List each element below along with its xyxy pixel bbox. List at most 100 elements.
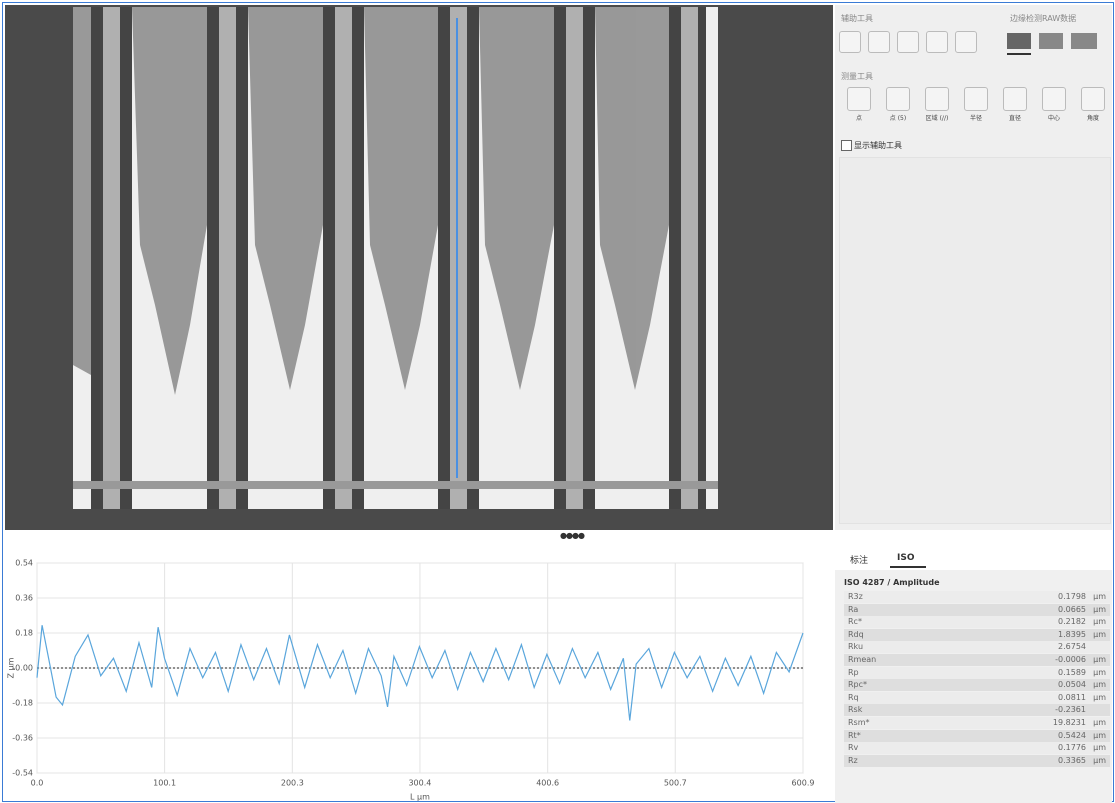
table-row: Rpc* 0.0504 μm	[844, 679, 1110, 691]
metric-name: Rsm*	[848, 717, 870, 729]
metric-unit: μm	[1093, 591, 1106, 603]
tool-icon[interactable]	[868, 31, 890, 53]
y-tick-label: -0.18	[12, 699, 33, 708]
metric-value: 0.1776	[1058, 742, 1086, 754]
y-tick-label: 0.18	[15, 629, 33, 638]
tab-underline	[1007, 53, 1031, 55]
y-tick-label: -0.54	[12, 769, 33, 778]
table-row: Rsk -0.2361	[844, 704, 1110, 716]
checkbox-label: 显示辅助工具	[854, 140, 902, 151]
page: 辅助工具 边缘检测RAW数据 测量工具 点点 (5)区域 (//)半径直径中心角…	[0, 0, 1115, 803]
tool-icon[interactable]	[897, 31, 919, 53]
tool-label: 中心	[1036, 113, 1072, 122]
metric-value: 2.6754	[1058, 641, 1086, 653]
splitter[interactable]: ●●●●	[560, 531, 584, 540]
metric-value: -0.2361	[1055, 704, 1086, 716]
panel-area	[839, 157, 1111, 524]
tool-icon[interactable]	[839, 31, 861, 53]
x-tick-label: 500.7	[664, 779, 687, 788]
tool-button[interactable]	[1081, 87, 1105, 111]
x-tick-label: 600.9	[792, 779, 815, 788]
tool-icon[interactable]	[955, 31, 977, 53]
x-tick-label: 100.1	[153, 779, 176, 788]
y-tick-label: 0.54	[15, 559, 33, 568]
x-axis-label: L μm	[410, 793, 430, 802]
metric-value: 1.8395	[1058, 629, 1086, 641]
table-row: Rdq1.8395μm	[844, 629, 1110, 641]
metric-unit: μm	[1093, 604, 1106, 616]
metric-name: Rz	[848, 755, 858, 767]
metric-unit: μm	[1093, 692, 1106, 704]
metric-value: 0.0811	[1058, 692, 1086, 704]
metric-unit: μm	[1093, 654, 1106, 666]
tool-label: 点	[841, 113, 877, 122]
metric-unit: μm	[1093, 742, 1106, 754]
tab-underline	[890, 566, 926, 568]
table-row: Rq 0.0811 μm	[844, 692, 1110, 704]
metric-value: 0.2182	[1058, 616, 1086, 628]
x-tick-label: 0.0	[31, 779, 44, 788]
table-row: Rz 0.3365 μm	[844, 755, 1110, 767]
edge-title: 边缘检测RAW数据	[1010, 13, 1076, 24]
tool-label: 角度	[1075, 113, 1111, 122]
tool-button[interactable]	[1042, 87, 1066, 111]
metric-name: Rc*	[848, 616, 862, 628]
measure-title: 测量工具	[841, 71, 873, 82]
checkbox[interactable]	[841, 140, 852, 151]
metric-value: -0.0006	[1055, 654, 1086, 666]
edge-icons[interactable]	[1007, 33, 1097, 49]
metric-unit: μm	[1093, 679, 1106, 691]
metric-name: R3z	[848, 591, 863, 603]
metric-value: 0.1798	[1058, 591, 1086, 603]
table-row: R3z 0.1798 μm	[844, 591, 1110, 603]
tool-button[interactable]	[964, 87, 988, 111]
metric-name: Rdq	[848, 629, 864, 641]
y-tick-label: 0.36	[15, 594, 33, 603]
metric-name: Rpc*	[848, 679, 867, 691]
metric-value: 0.0665	[1058, 604, 1086, 616]
tool-label: 半径	[958, 113, 994, 122]
tool-button[interactable]	[847, 87, 871, 111]
tab[interactable]: ISO	[897, 553, 914, 563]
tool-button[interactable]	[886, 87, 910, 111]
tab[interactable]: 标注	[850, 553, 868, 566]
y-axis-label: Z μm	[7, 657, 16, 678]
metric-value: 0.3365	[1058, 755, 1086, 767]
tools-panel: 辅助工具 边缘检测RAW数据 测量工具 点点 (5)区域 (//)半径直径中心角…	[835, 5, 1112, 530]
metric-unit: μm	[1093, 667, 1106, 679]
table-row: Rc* 0.2182 μm	[844, 616, 1110, 628]
metric-name: Ra	[848, 604, 858, 616]
metric-unit: μm	[1093, 717, 1106, 729]
y-tick-label: -0.36	[12, 734, 33, 743]
metric-unit: μm	[1093, 755, 1106, 767]
metric-name: Rsk	[848, 704, 862, 716]
tool-label: 区域 (//)	[919, 113, 955, 122]
table-title: ISO 4287 / Amplitude	[844, 578, 940, 587]
metric-name: Rmean	[848, 654, 876, 666]
x-tick-label: 200.3	[281, 779, 304, 788]
metric-name: Rt*	[848, 730, 861, 742]
tool-icon[interactable]	[926, 31, 948, 53]
image-view	[5, 5, 833, 530]
metric-value: 0.0504	[1058, 679, 1086, 691]
tool-button[interactable]	[925, 87, 949, 111]
x-tick-label: 300.4	[408, 779, 431, 788]
table-row: Ra 0.0665 μm	[844, 604, 1110, 616]
metric-unit: μm	[1093, 616, 1106, 628]
metric-name: Rq	[848, 692, 859, 704]
table-row: Rv 0.1776 μm	[844, 742, 1110, 754]
aux-title: 辅助工具	[841, 13, 873, 24]
metric-name: Rv	[848, 742, 858, 754]
metric-unit: μm	[1093, 730, 1106, 742]
x-tick-label: 400.6	[536, 779, 559, 788]
tool-button[interactable]	[1003, 87, 1027, 111]
metric-value: 0.1589	[1058, 667, 1086, 679]
tool-label: 点 (5)	[880, 113, 916, 122]
table-row: Rmean -0.0006 μm	[844, 654, 1110, 666]
tool-label: 直径	[997, 113, 1033, 122]
